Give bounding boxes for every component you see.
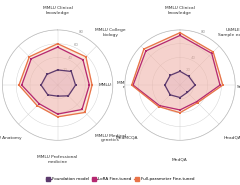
Polygon shape: [19, 44, 92, 117]
Polygon shape: [41, 70, 76, 96]
Polygon shape: [132, 33, 223, 113]
Polygon shape: [133, 35, 220, 110]
Legend: Foundation model, LoRA Fine-tuned, Full-parameter Fine-tuned: Foundation model, LoRA Fine-tuned, Full-…: [44, 176, 196, 183]
Polygon shape: [165, 71, 195, 97]
Polygon shape: [22, 47, 89, 114]
